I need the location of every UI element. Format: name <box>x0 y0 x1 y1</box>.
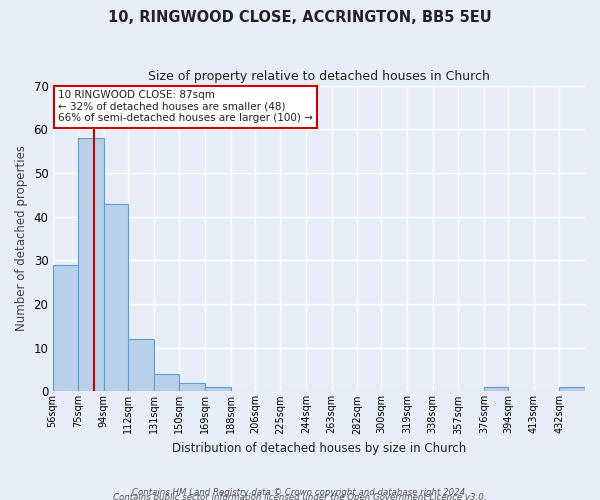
Bar <box>484 387 508 392</box>
X-axis label: Distribution of detached houses by size in Church: Distribution of detached houses by size … <box>172 442 466 455</box>
Y-axis label: Number of detached properties: Number of detached properties <box>15 146 28 332</box>
Title: Size of property relative to detached houses in Church: Size of property relative to detached ho… <box>148 70 490 83</box>
Text: 10, RINGWOOD CLOSE, ACCRINGTON, BB5 5EU: 10, RINGWOOD CLOSE, ACCRINGTON, BB5 5EU <box>108 10 492 25</box>
Text: Contains public sector information licensed under the Open Government Licence v3: Contains public sector information licen… <box>113 492 487 500</box>
Bar <box>559 387 585 392</box>
Bar <box>205 387 230 392</box>
Text: Contains HM Land Registry data © Crown copyright and database right 2024.: Contains HM Land Registry data © Crown c… <box>132 488 468 497</box>
Bar <box>53 264 78 392</box>
Bar <box>154 374 179 392</box>
Bar <box>179 382 205 392</box>
Bar <box>104 204 128 392</box>
Text: 10 RINGWOOD CLOSE: 87sqm
← 32% of detached houses are smaller (48)
66% of semi-d: 10 RINGWOOD CLOSE: 87sqm ← 32% of detach… <box>58 90 313 124</box>
Bar <box>78 138 104 392</box>
Bar <box>128 339 154 392</box>
